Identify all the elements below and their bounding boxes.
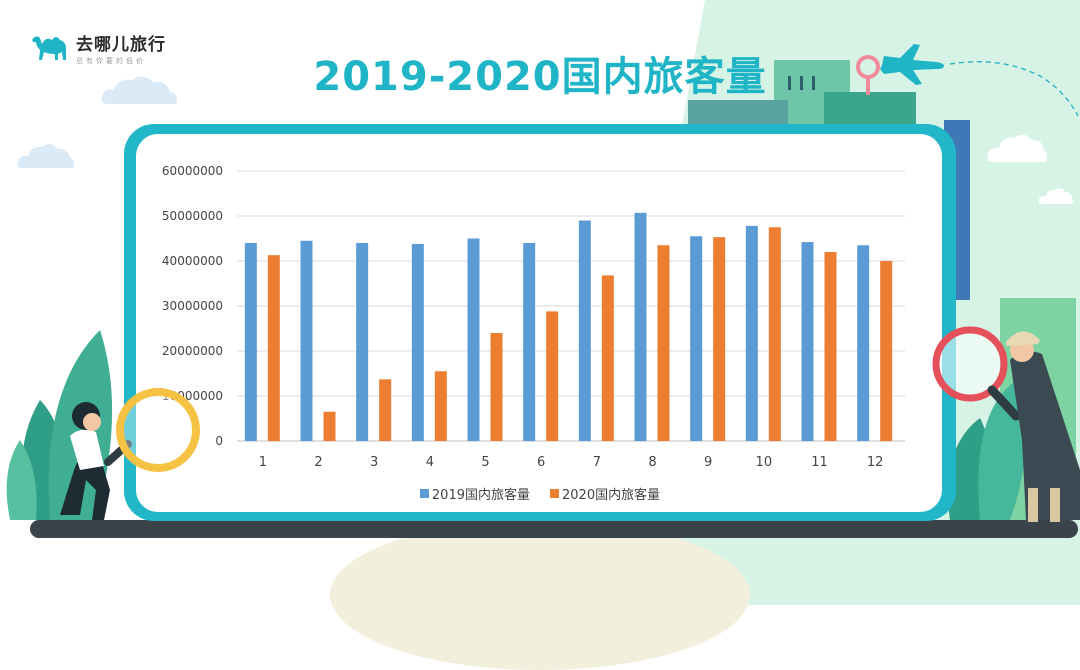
bar-2019 (690, 236, 703, 441)
x-tick-label: 12 (867, 455, 884, 470)
bar-2020 (379, 379, 392, 441)
bar-2019 (634, 212, 647, 441)
bar-2020 (323, 411, 336, 441)
page-title: 2019-2020国内旅客量 (313, 54, 767, 100)
bar-2020 (768, 227, 781, 441)
bar-2020 (267, 255, 280, 441)
cloud-icon (17, 143, 74, 168)
x-tick-label: 2 (314, 455, 322, 470)
camel-icon (32, 36, 66, 60)
bar-2020 (657, 245, 670, 441)
x-tick-label: 11 (811, 455, 828, 470)
bar-2020 (434, 371, 447, 441)
y-tick-label: 20000000 (162, 344, 223, 358)
bar-2020 (546, 311, 559, 441)
woman-magnifier-illustration (6, 330, 200, 520)
y-tick-label: 40000000 (162, 254, 223, 268)
cloud-icon (987, 134, 1047, 162)
x-tick-label: 8 (648, 455, 656, 470)
bar-2020 (601, 275, 614, 441)
building-icon (688, 55, 916, 126)
ground-bar (30, 520, 1078, 538)
bar-2020 (713, 237, 726, 441)
legend-label-2020: 2020国内旅客量 (562, 488, 661, 503)
bar-2019 (356, 243, 369, 441)
x-tick-label: 5 (481, 455, 489, 470)
bar-2019 (523, 243, 536, 441)
detective-magnifier-illustration (932, 326, 1080, 522)
bar-2019 (467, 238, 480, 441)
y-tick-label: 50000000 (162, 209, 223, 223)
bar-2019 (745, 225, 758, 441)
bar-2019 (300, 240, 313, 441)
legend-swatch-2019 (419, 489, 429, 498)
bar-2019 (857, 245, 870, 441)
bar-2019 (411, 243, 424, 441)
x-tick-label: 1 (259, 455, 267, 470)
brand-slogan: 总有你要的低价 (76, 57, 146, 65)
x-tick-label: 6 (537, 455, 545, 470)
bar-2019 (244, 243, 257, 441)
legend-label-2019: 2019国内旅客量 (431, 488, 530, 503)
chart-legend: 2019国内旅客量 2020国内旅客量 (0, 484, 1080, 503)
bar-2020 (824, 252, 837, 441)
bar-2019 (578, 220, 591, 441)
x-tick-label: 4 (426, 455, 434, 470)
cloud-icon (1038, 188, 1073, 204)
y-tick-label: 30000000 (162, 299, 223, 313)
bar-2019 (801, 242, 814, 441)
x-tick-label: 9 (704, 455, 712, 470)
legend-item-2019: 2019国内旅客量 (419, 484, 530, 503)
y-tick-label: 60000000 (162, 164, 223, 178)
airplane-icon (880, 44, 1079, 117)
x-tick-label: 3 (370, 455, 378, 470)
x-tick-label: 10 (756, 455, 773, 470)
bar-2020 (880, 261, 893, 441)
brand-name: 去哪儿旅行 (76, 35, 166, 55)
legend-item-2020: 2020国内旅客量 (550, 484, 660, 503)
bar-2020 (490, 333, 503, 441)
bar-chart: 0100000002000000030000000400000005000000… (162, 164, 905, 470)
x-tick-label: 7 (593, 455, 601, 470)
legend-swatch-2020 (550, 489, 559, 498)
cloud-icon (101, 76, 178, 104)
y-tick-label: 0 (215, 434, 223, 448)
brand-logo[interactable]: 去哪儿旅行 总有你要的低价 (30, 30, 166, 66)
